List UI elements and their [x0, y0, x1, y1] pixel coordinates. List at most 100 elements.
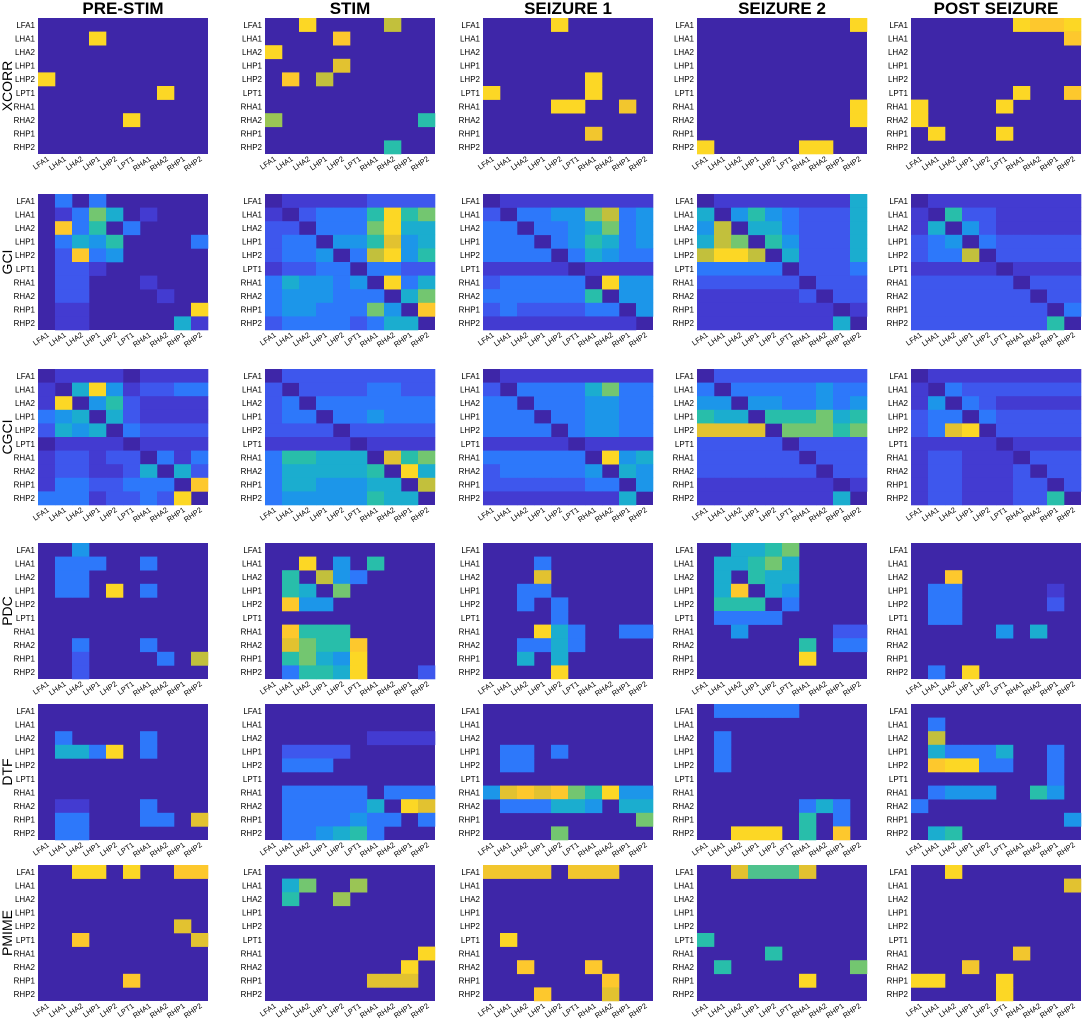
y-tick-label: LPT1	[16, 440, 36, 449]
heatmap-cell	[157, 450, 175, 465]
y-tick-label: LHP1	[888, 587, 909, 596]
x-tick-label: LFA1	[258, 840, 278, 857]
heatmap-cell	[551, 826, 569, 841]
x-tick-label: LHA1	[492, 330, 513, 348]
x-tick-label: LHA2	[291, 505, 312, 523]
heatmap-cell	[833, 450, 851, 465]
heatmap-cell	[928, 464, 946, 479]
y-tick-label: LPT1	[675, 89, 695, 98]
heatmap-cell	[568, 316, 586, 331]
heatmap-cell	[928, 785, 946, 800]
heatmap-cell	[282, 583, 300, 598]
y-tick-label: RHA1	[887, 627, 909, 636]
heatmap-cell	[384, 423, 402, 438]
heatmap-cell	[816, 207, 834, 222]
heatmap-cell	[782, 369, 800, 383]
heatmap-cell	[367, 491, 385, 506]
heatmap-cell	[517, 248, 535, 263]
y-tick-label: LHP2	[888, 75, 909, 84]
heatmap-cell	[1064, 221, 1082, 236]
y-tick-label: LHA1	[674, 34, 695, 43]
heatmap-cell	[1030, 262, 1048, 276]
y-tick-label: LFA1	[16, 707, 35, 716]
x-tick-label: LHP1	[308, 154, 329, 172]
y-tick-label: LHP2	[15, 426, 36, 435]
y-tick-label: LHA2	[460, 895, 481, 904]
x-tick-label: LHA1	[920, 154, 941, 172]
y-tick-label: LHA2	[15, 48, 36, 57]
y-tick-label: LHP1	[674, 62, 695, 71]
heatmap-cell	[636, 785, 654, 800]
y-tick-label: LPT1	[889, 89, 909, 98]
heatmap-cell	[500, 423, 518, 438]
heatmap-cell	[585, 477, 603, 492]
heatmap-cell	[483, 316, 501, 331]
x-tick-label: LHP2	[971, 840, 992, 858]
heatmap-cell	[265, 234, 283, 249]
heatmap-cell	[500, 302, 518, 317]
heatmap-cell	[191, 369, 209, 383]
heatmap-cell	[517, 960, 535, 975]
y-tick-label: LHA2	[674, 573, 695, 582]
heatmap-cell	[316, 302, 334, 317]
x-tick-label: LHA2	[723, 330, 744, 348]
heatmap-cell	[1047, 369, 1065, 383]
heatmap-cell	[500, 275, 518, 290]
x-tick-label: LHA2	[723, 505, 744, 523]
heatmap-cell	[517, 262, 535, 276]
heatmap-cell	[833, 799, 851, 814]
heatmap-cell	[833, 382, 851, 397]
heatmap-cell	[282, 437, 300, 451]
heatmap-cell	[714, 491, 732, 506]
heatmap-cell	[568, 409, 586, 424]
y-tick-label: LHA1	[15, 559, 36, 568]
y-tick-label: LHA2	[888, 895, 909, 904]
heatmap-cell	[585, 799, 603, 814]
column-title: PRE-STIM	[82, 0, 163, 18]
heatmap-cell	[619, 450, 637, 465]
heatmap-cell	[714, 248, 732, 263]
heatmap-panel: LFA1LHA1LHA2LHP1LHP2LPT1RHA1RHA2RHP1RHP2…	[673, 865, 868, 1020]
heatmap-cell	[517, 785, 535, 800]
heatmap-cell	[106, 491, 124, 506]
heatmap-cell	[748, 543, 766, 557]
heatmap-cell	[1013, 289, 1031, 304]
y-tick-label: RHA1	[241, 453, 263, 462]
column-titles: PRE-STIM STIM SEIZURE 1 SEIZURE 2 POST SEIZU…	[82, 0, 1058, 18]
y-tick-label: LHA2	[242, 895, 263, 904]
heatmap-cell	[782, 556, 800, 571]
heatmap-cell	[1064, 31, 1082, 46]
heatmap-cell	[799, 973, 817, 988]
heatmap-cell	[765, 946, 783, 961]
heatmap-cell	[850, 409, 868, 424]
heatmap-cell	[911, 409, 929, 424]
heatmap-cell	[384, 396, 402, 411]
heatmap-cell	[602, 382, 620, 397]
heatmap-cell	[174, 396, 192, 411]
heatmap-cell	[714, 423, 732, 438]
heatmap-cell	[697, 409, 715, 424]
heatmap-cell	[89, 262, 107, 276]
heatmap-cell	[945, 302, 963, 317]
heatmap-cell	[500, 262, 518, 276]
heatmap-cell	[619, 234, 637, 249]
heatmap-cell	[585, 785, 603, 800]
x-tick-label: LHP1	[740, 505, 761, 523]
heatmap-cell	[816, 221, 834, 236]
heatmap-cell	[636, 234, 654, 249]
y-tick-label: RHA1	[14, 102, 36, 111]
y-tick-label: LHP1	[460, 62, 481, 71]
x-tick-label: RHP2	[1055, 840, 1077, 859]
heatmap-cell	[123, 113, 141, 128]
heatmap-cell	[619, 289, 637, 304]
heatmap-cell	[316, 194, 334, 208]
heatmap-cell	[282, 878, 300, 893]
x-tick-label: LHA2	[937, 1001, 958, 1019]
y-tick-label: LHP1	[15, 748, 36, 757]
heatmap-cell	[106, 248, 124, 263]
heatmap-cell	[619, 382, 637, 397]
x-tick-label: LHA1	[492, 1001, 513, 1019]
heatmap-cell	[282, 570, 300, 585]
y-tick-label: LHA1	[460, 720, 481, 729]
